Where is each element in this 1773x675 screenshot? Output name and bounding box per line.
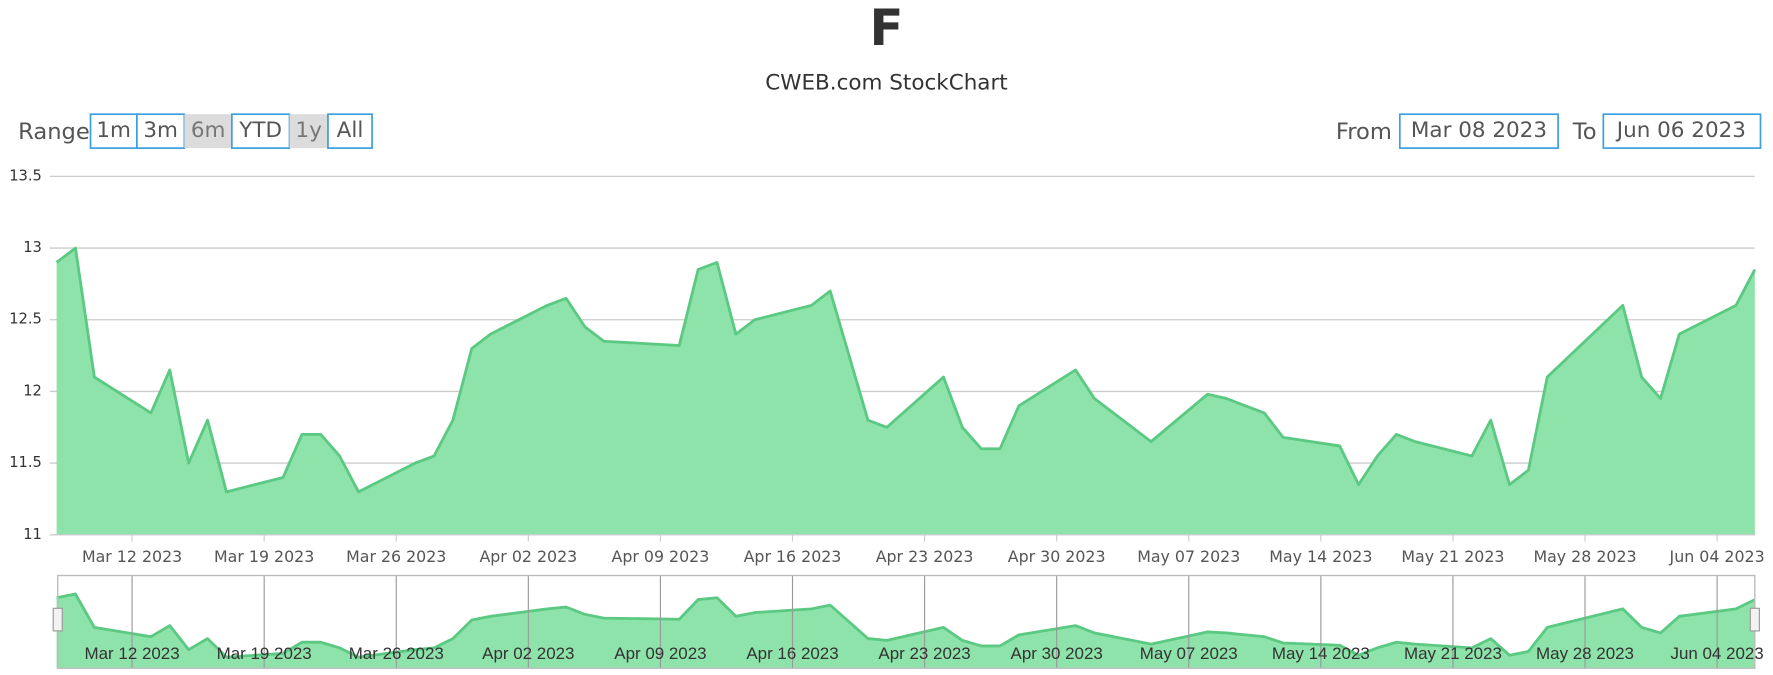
from-input[interactable] xyxy=(1398,113,1559,149)
navigator-label: Mar 12 2023 xyxy=(85,644,180,663)
x-tick-label: Apr 09 2023 xyxy=(612,547,710,566)
x-tick-label: May 21 2023 xyxy=(1401,547,1504,566)
y-tick-label: 11.5 xyxy=(9,454,42,471)
range-button-label: All xyxy=(337,118,364,143)
range-label: Range xyxy=(18,119,90,145)
x-tick-label: Mar 19 2023 xyxy=(214,547,314,566)
x-tick-label: Apr 02 2023 xyxy=(479,547,577,566)
y-tick-label: 13 xyxy=(23,239,42,256)
navigator-handle[interactable] xyxy=(1749,607,1760,632)
chart-subtitle: CWEB.com StockChart xyxy=(765,71,1007,96)
navigator-label: Apr 09 2023 xyxy=(614,644,706,663)
x-tick-label: Apr 30 2023 xyxy=(1008,547,1106,566)
x-tick-label: Mar 26 2023 xyxy=(346,547,446,566)
range-button-label: YTD xyxy=(238,118,282,143)
from-label: From xyxy=(1336,119,1392,145)
x-tick-label: Jun 04 2023 xyxy=(1669,547,1765,566)
x-tick-label: Apr 16 2023 xyxy=(744,547,842,566)
y-tick-label: 11 xyxy=(23,526,42,543)
navigator-label: Mar 19 2023 xyxy=(217,644,312,663)
navigator-area-fill xyxy=(56,594,1755,669)
to-input[interactable] xyxy=(1602,113,1762,149)
x-tick-label: May 14 2023 xyxy=(1269,547,1372,566)
chart-title: F xyxy=(870,0,904,57)
range-button-label: 1m xyxy=(96,118,131,143)
range-button[interactable] xyxy=(89,113,138,149)
to-label: To xyxy=(1572,119,1597,145)
navigator-label: Mar 26 2023 xyxy=(349,644,444,663)
range-button xyxy=(184,114,232,149)
navigator-label: May 14 2023 xyxy=(1272,644,1370,663)
navigator-label: Jun 04 2023 xyxy=(1670,644,1763,663)
navigator-label: Apr 30 2023 xyxy=(1011,644,1103,663)
navigator-label: May 28 2023 xyxy=(1536,644,1634,663)
navigator-label: Apr 23 2023 xyxy=(878,644,970,663)
range-button-label: 6m xyxy=(191,118,226,143)
range-button-label: 1y xyxy=(296,118,323,143)
navigator-label: May 07 2023 xyxy=(1140,644,1238,663)
range-button[interactable] xyxy=(327,113,373,149)
range-button[interactable] xyxy=(231,113,291,149)
range-button xyxy=(289,114,328,149)
range-button-label: 3m xyxy=(143,118,178,143)
x-tick-label: May 28 2023 xyxy=(1533,547,1636,566)
price-area xyxy=(55,246,1757,494)
x-tick-label: Mar 12 2023 xyxy=(82,547,182,566)
navigator-handle[interactable] xyxy=(52,607,63,632)
price-area-fill xyxy=(56,248,1755,535)
from-value: Mar 08 2023 xyxy=(1411,118,1547,143)
navigator-label: May 21 2023 xyxy=(1404,644,1502,663)
to-value: Jun 06 2023 xyxy=(1615,118,1746,143)
y-tick-label: 12.5 xyxy=(9,311,42,328)
navigator-label: Apr 16 2023 xyxy=(746,644,838,663)
x-tick-label: Apr 23 2023 xyxy=(876,547,974,566)
x-tick-label: May 07 2023 xyxy=(1137,547,1240,566)
y-tick-label: 13.5 xyxy=(9,167,42,184)
navigator-label: Apr 02 2023 xyxy=(482,644,574,663)
y-tick-label: 12 xyxy=(23,382,42,399)
